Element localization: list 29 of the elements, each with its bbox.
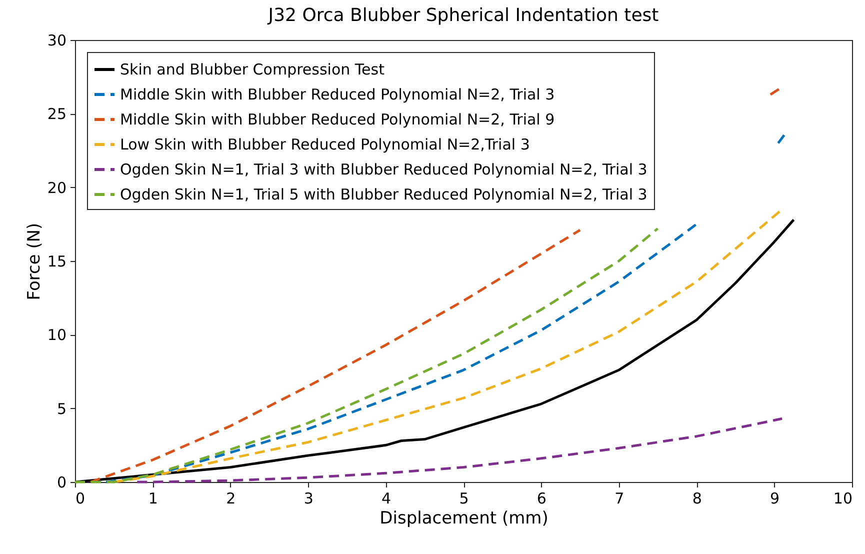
y-tick-label: 10 xyxy=(47,326,66,344)
x-tick-label: 8 xyxy=(692,490,702,508)
legend-label: Skin and Blubber Compression Test xyxy=(120,60,385,78)
y-tick-label: 0 xyxy=(56,474,66,492)
y-tick-label: 15 xyxy=(47,252,66,270)
x-tick-label: 0 xyxy=(76,490,86,508)
x-axis-title: Displacement (mm) xyxy=(380,508,548,528)
y-tick-label: 25 xyxy=(47,105,66,124)
y-axis-title: Force (N) xyxy=(24,222,44,300)
line-series xyxy=(136,417,784,484)
x-tick-label: 9 xyxy=(770,490,780,508)
legend-label: Ogden Skin N=1, Trial 3 with Blubber Reduced Polynomial N=2, Trial 3 xyxy=(120,160,648,178)
y-tick-label: 5 xyxy=(56,400,66,418)
legend-label: Ogden Skin N=1, Trial 5 with Blubber Reduced Polynomial N=2, Trial 3 xyxy=(120,186,648,204)
x-tick-label: 2 xyxy=(226,490,236,508)
x-tick-label: 1 xyxy=(148,490,158,508)
x-tick-label: 6 xyxy=(536,490,546,508)
legend-label: Low Skin with Blubber Reduced Polynomial N=2,Trial 3 xyxy=(120,136,530,154)
x-tick-label: 5 xyxy=(459,490,469,508)
line-series xyxy=(74,227,659,484)
legend-label: Middle Skin with Blubber Reduced Polynomial N=2, Trial 3 xyxy=(120,86,555,104)
y-tick-label: 30 xyxy=(47,32,66,50)
y-tick-label: 20 xyxy=(47,178,66,197)
x-tick-label: 3 xyxy=(304,490,314,508)
x-tick-label: 7 xyxy=(614,490,624,508)
x-tick-label: 10 xyxy=(833,490,852,508)
x-tick-label: 4 xyxy=(382,490,392,508)
legend-label: Middle Skin with Blubber Reduced Polynomial N=2, Trial 9 xyxy=(120,110,555,128)
chart-title: J32 Orca Blubber Spherical Indentation test xyxy=(267,5,659,26)
